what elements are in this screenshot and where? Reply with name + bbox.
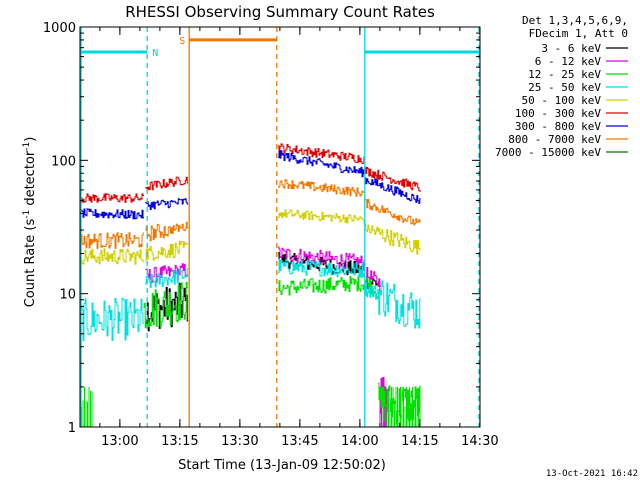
legend-label-8: 7000 - 15000 keV <box>495 146 601 159</box>
x-tick-label-1: 13:15 <box>161 434 198 449</box>
legend-label-3: 25 - 50 keV <box>528 81 601 94</box>
series-0-segment-1 <box>278 252 365 276</box>
series-6-segment-0 <box>80 208 144 220</box>
legend-label-1: 6 - 12 keV <box>535 55 602 68</box>
x-tick-label-6: 14:30 <box>461 434 498 449</box>
x-tick-label-0: 13:00 <box>101 434 138 449</box>
low-count-bar-0 <box>79 386 93 427</box>
series-7-segment-0 <box>80 232 144 249</box>
series-6-segment-3 <box>364 177 421 204</box>
legend-header-1: FDecim 1, Att 0 <box>529 27 628 40</box>
series-3-segment-1 <box>145 268 189 288</box>
series-4 <box>80 209 421 265</box>
series-1-segment-1 <box>278 246 365 271</box>
legend-label-2: 12 - 25 keV <box>528 68 601 81</box>
x-axis-label: Start Time (13-Jan-09 12:50:02) <box>178 458 386 473</box>
chart-title: RHESSI Observing Summary Count Rates <box>125 3 435 21</box>
legend-label-4: 50 - 100 keV <box>522 94 602 107</box>
series-6-segment-1 <box>145 198 189 210</box>
legend-label-5: 100 - 300 keV <box>515 107 601 120</box>
series-4-segment-2 <box>278 209 365 224</box>
legend-label-0: 3 - 6 keV <box>541 42 601 55</box>
series-7-segment-1 <box>145 221 189 242</box>
series-2 <box>143 275 421 425</box>
series-3-segment-2 <box>278 258 365 278</box>
series-7 <box>80 179 421 249</box>
legend: Det 1,3,4,5,6,9,FDecim 1, Att 0 3 - 6 keV… <box>495 14 628 159</box>
x-tick-label-5: 14:15 <box>401 434 438 449</box>
series-4-segment-3 <box>364 223 421 255</box>
series-2-segment-0 <box>143 281 189 329</box>
series-5 <box>80 143 421 204</box>
y-tick-label-2: 100 <box>51 154 76 169</box>
series-2-segment-3 <box>378 382 421 425</box>
series-3-segment-0 <box>80 297 144 342</box>
interval-label-2: S <box>179 36 185 47</box>
interval-label-0: N <box>152 48 158 59</box>
series-5-segment-1 <box>145 176 189 191</box>
x-tick-label-4: 14:00 <box>341 434 378 449</box>
footer-date: 13-Oct-2021 16:42 <box>546 469 638 479</box>
series-2-segment-1 <box>278 275 365 296</box>
y-axis-label: Count Rate (s-1 detector-1) <box>22 137 38 308</box>
y-tick-label-0: 1 <box>68 421 76 436</box>
series-7-segment-2 <box>278 179 365 197</box>
x-tick-label-3: 13:45 <box>281 434 318 449</box>
series-4-segment-1 <box>145 240 189 262</box>
series-3-segment-3 <box>364 280 421 329</box>
series-7-segment-3 <box>364 198 421 226</box>
series-3 <box>80 258 421 342</box>
series-6-segment-2 <box>278 150 365 178</box>
series-5-segment-3 <box>364 166 421 192</box>
legend-label-6: 300 - 800 keV <box>515 120 601 133</box>
series-5-segment-0 <box>80 193 144 204</box>
legend-label-7: 800 - 7000 keV <box>508 133 601 146</box>
x-tick-label-2: 13:30 <box>221 434 258 449</box>
plot-frame <box>79 26 481 428</box>
series-4-segment-0 <box>80 248 144 265</box>
legend-header-0: Det 1,3,4,5,6,9, <box>522 14 628 27</box>
series-6 <box>80 150 421 220</box>
y-tick-label-1: 10 <box>59 288 76 303</box>
series-1-segment-2 <box>364 267 381 291</box>
y-tick-label-3: 1000 <box>43 21 76 36</box>
